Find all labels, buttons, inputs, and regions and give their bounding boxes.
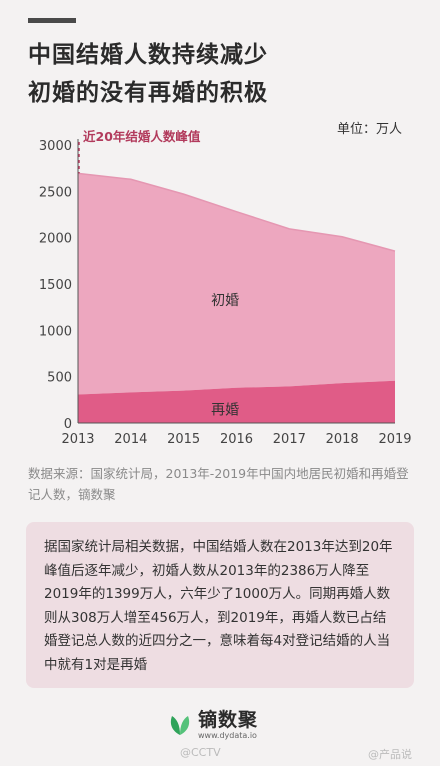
y-tick-label: 1500	[39, 278, 72, 293]
y-tick-label: 3000	[39, 139, 72, 154]
series-area-first-marriage	[78, 173, 395, 395]
x-tick-label: 2019	[378, 432, 411, 447]
watermark-left: @CCTV	[180, 746, 221, 759]
title-accent-bar	[28, 18, 76, 23]
title-line-1: 中国结婚人数持续减少	[28, 42, 268, 68]
logo: 镝数聚 www.dydata.io	[168, 709, 258, 741]
peak-annotation: 近20年结婚人数峰值	[83, 129, 201, 144]
y-tick-label: 0	[64, 417, 72, 432]
title-line-2: 初婚的没有再婚的积极	[28, 80, 268, 106]
y-tick-label: 2500	[39, 185, 72, 200]
note-text: 据国家统计局相关数据，中国结婚人数在2013年达到20年峰值后逐年减少，初婚人数…	[44, 539, 393, 673]
x-tick-label: 2017	[273, 432, 306, 447]
unit-label: 单位：万人	[336, 122, 402, 137]
y-tick-label: 1000	[39, 324, 72, 339]
x-tick-label: 2013	[61, 432, 94, 447]
note-box: 据国家统计局相关数据，中国结婚人数在2013年达到20年峰值后逐年减少，初婚人数…	[26, 522, 414, 688]
logo-url: www.dydata.io	[198, 731, 257, 740]
leaf-logo-icon	[170, 716, 190, 735]
logo-name: 镝数聚	[198, 709, 259, 731]
x-tick-label: 2018	[326, 432, 359, 447]
data-source: 数据来源：国家统计局，2013年-2019年中国内地居民初婚和再婚登记人数，镝数…	[28, 466, 409, 502]
watermark-right: @产品说	[368, 748, 412, 761]
series-area-remarriage	[78, 380, 395, 423]
x-tick-label: 2014	[114, 432, 147, 447]
page-title: 中国结婚人数持续减少 初婚的没有再婚的积极	[28, 36, 268, 112]
series-label-first-marriage: 初婚	[211, 292, 239, 309]
y-tick-label: 500	[47, 371, 72, 386]
series-label-remarriage: 再婚	[211, 402, 239, 418]
x-tick-label: 2015	[167, 432, 200, 447]
area-chart: 0 500 1000 1500 2000 2500 3000 2013 2014 2015 2016…	[39, 129, 412, 447]
x-tick-label: 2016	[220, 432, 253, 447]
y-tick-label: 2000	[39, 232, 72, 247]
series-line-total	[77, 172, 396, 252]
